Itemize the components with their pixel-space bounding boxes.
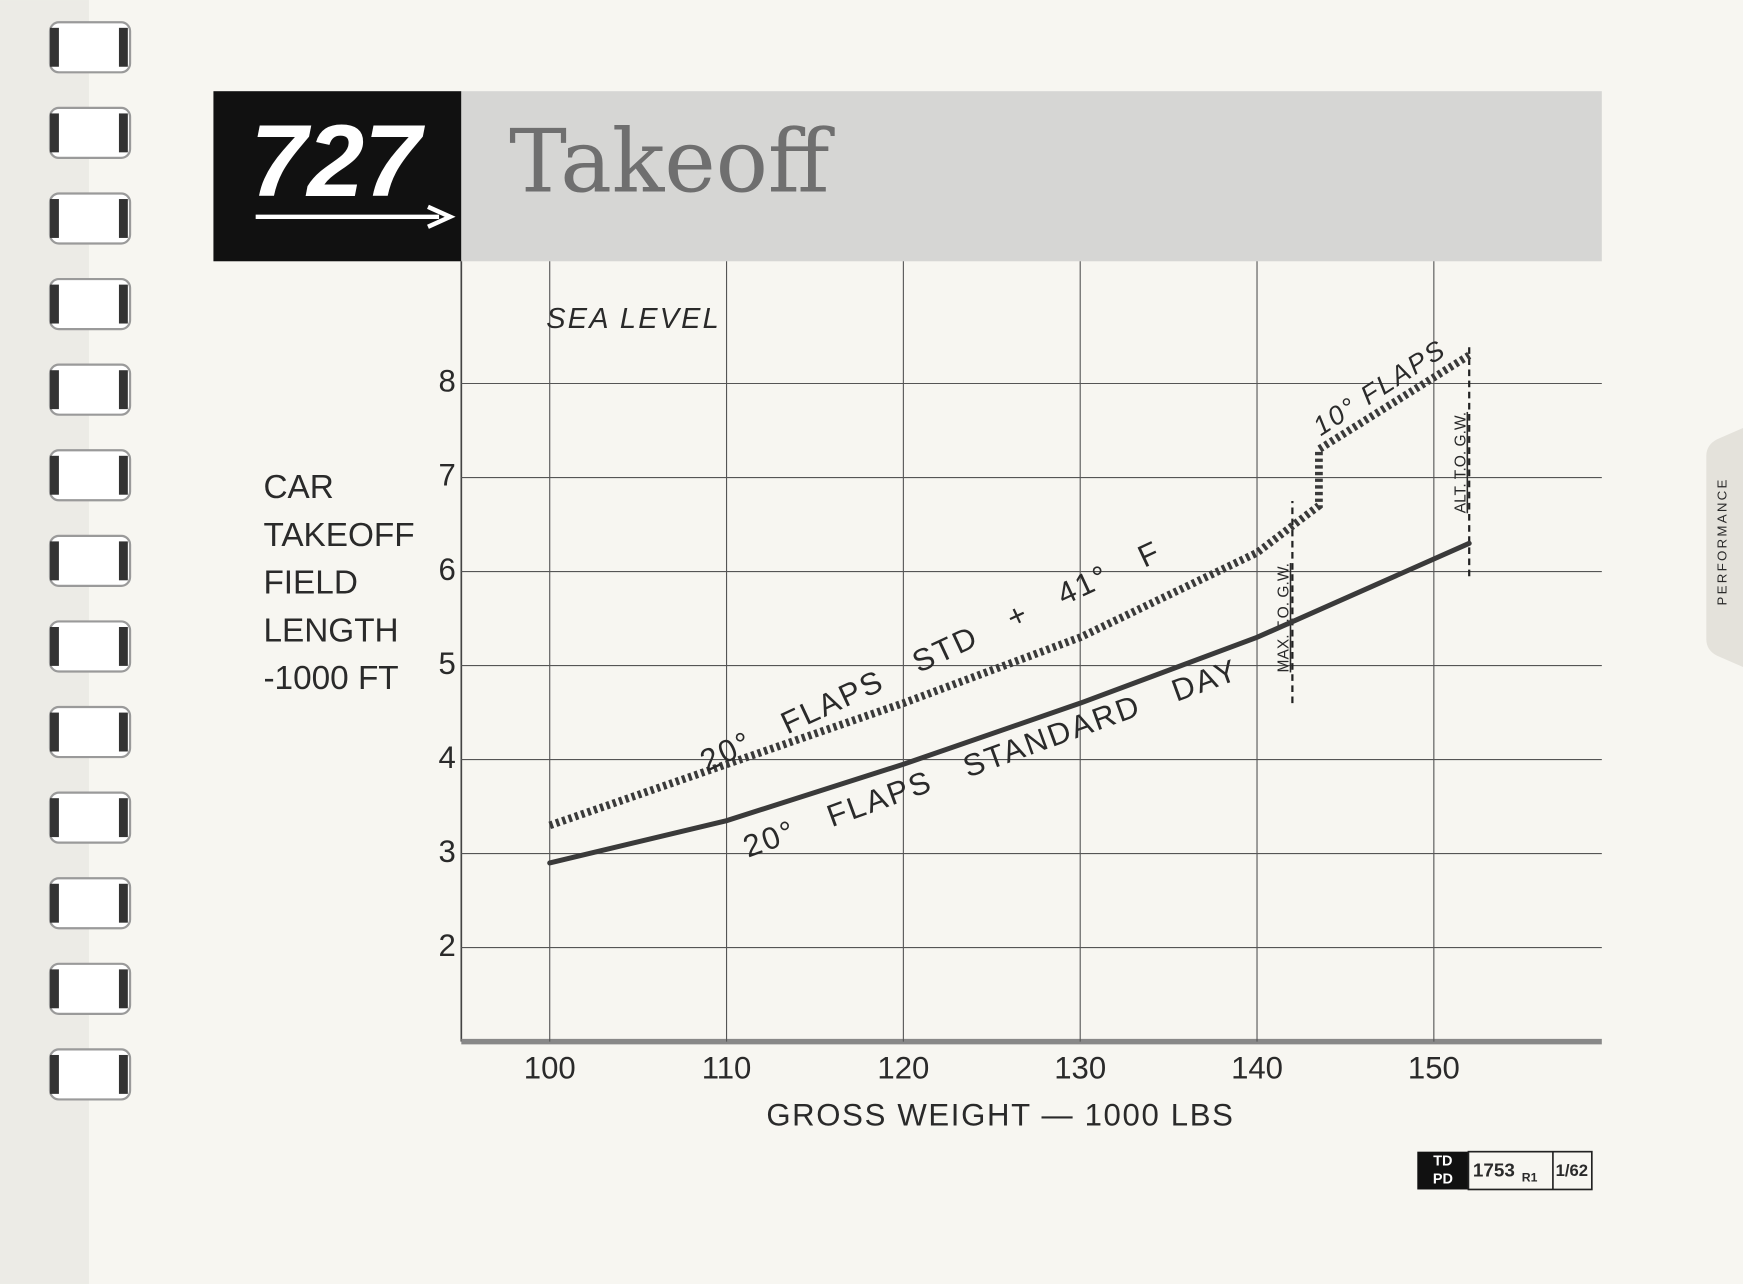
footer-date: 1/62: [1556, 1161, 1588, 1180]
ring: [48, 192, 132, 245]
ring-slot: [118, 798, 128, 838]
ring-slot: [50, 370, 59, 410]
side-tab: [1706, 428, 1743, 668]
ring: [48, 106, 132, 160]
y-tick-label: 4: [438, 740, 455, 775]
x-tick-label: 100: [524, 1051, 576, 1086]
y-tick-label: 8: [438, 364, 455, 399]
ring: [48, 962, 132, 1015]
ring-slot: [118, 199, 128, 238]
logo-arrowhead: [427, 204, 456, 229]
ring: [48, 620, 132, 673]
ring-slot: [118, 113, 128, 153]
series-line: [548, 351, 1472, 830]
y-axis-label: LENGTH: [263, 612, 398, 649]
ring-slot: [118, 541, 128, 581]
ring-slot: [50, 27, 59, 67]
y-tick-label: 2: [438, 928, 455, 963]
footer-badge-top: TD: [1433, 1153, 1452, 1169]
reference-label: MAX. T.O. G.W.: [1276, 563, 1293, 672]
ring-slot: [50, 541, 59, 581]
y-axis-label: CAR: [263, 469, 333, 506]
logo-box: [213, 91, 462, 262]
ring-slot: [118, 969, 128, 1009]
y-tick-label: 5: [438, 646, 455, 681]
ring-slot: [118, 712, 128, 752]
ring: [48, 877, 132, 930]
ring: [48, 534, 132, 587]
ring-slot: [118, 455, 128, 495]
logo: 727: [250, 103, 425, 218]
ring-slot: [50, 455, 59, 495]
ring-slot: [118, 284, 128, 324]
ring-slot: [50, 712, 59, 752]
ring: [48, 705, 132, 759]
y-tick-label: 3: [438, 834, 455, 869]
series-line: [547, 540, 1472, 866]
side-tab-label: PERFORMANCE: [1715, 477, 1730, 605]
y-tick-label: 7: [438, 458, 455, 493]
ring-slot: [118, 883, 128, 923]
ring: [48, 791, 132, 844]
y-axis-label: -1000 FT: [263, 660, 398, 697]
footer-revision: R1: [1522, 1171, 1538, 1185]
binder-rings: [48, 21, 132, 1101]
ring: [48, 21, 132, 74]
ring: [48, 277, 132, 331]
annotation: SEA LEVEL: [546, 303, 721, 335]
ring: [48, 1048, 132, 1101]
x-tick-label: 140: [1231, 1051, 1283, 1086]
ring-slot: [118, 626, 128, 666]
y-tick-label: 6: [438, 552, 455, 587]
title-band: [461, 91, 1602, 262]
ring: [48, 363, 132, 416]
page-title: Takeoff: [509, 113, 835, 213]
ring-slot: [50, 798, 59, 838]
y-axis-label: FIELD: [263, 565, 357, 602]
ring-slot: [118, 370, 128, 410]
reference-label: ALT. T.O. G.W.: [1453, 412, 1470, 513]
ring-slot: [50, 883, 59, 923]
ring-slot: [50, 113, 59, 153]
x-tick-label: 150: [1408, 1051, 1460, 1086]
ring-slot: [50, 626, 59, 666]
footer-number: 1753: [1473, 1161, 1515, 1182]
ring-slot: [50, 284, 59, 324]
x-axis-label: GROSS WEIGHT — 1000 LBS: [766, 1097, 1234, 1132]
x-tick-label: 120: [877, 1051, 929, 1086]
footer-badge: [1417, 1151, 1469, 1190]
ring-slot: [50, 969, 59, 1009]
ring-slot: [118, 27, 128, 67]
ring-slot: [50, 199, 59, 238]
ring: [48, 449, 132, 502]
footer-box: [1467, 1150, 1593, 1191]
footer-badge-bottom: PD: [1433, 1171, 1453, 1187]
x-tick-label: 130: [1054, 1051, 1106, 1086]
x-tick-label: 110: [702, 1051, 752, 1086]
ring-slot: [118, 1054, 128, 1094]
y-axis-label: TAKEOFF: [263, 517, 414, 554]
ring-slot: [50, 1054, 59, 1094]
